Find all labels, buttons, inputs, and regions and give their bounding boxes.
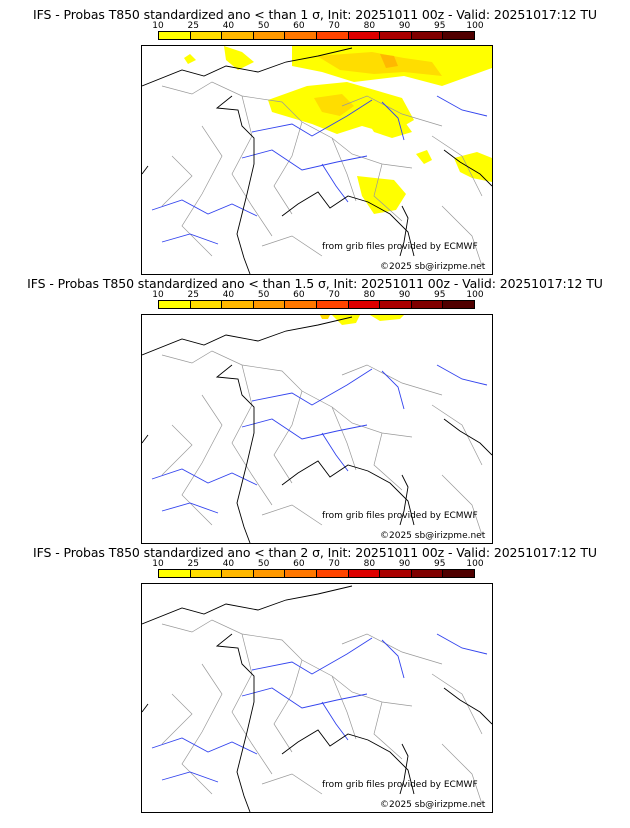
- map-2sigma: from grib files provided by ECMWF ©2025 …: [141, 583, 493, 813]
- colorbar-segment: [443, 570, 474, 577]
- map-credit: from grib files provided by ECMWF: [322, 242, 478, 252]
- colorbar-ticks: 10 25 40 50 60 70 80 90 95 100: [152, 21, 483, 31]
- colorbar-segment: [348, 32, 381, 39]
- colorbar-ticks: 10 25 40 50 60 70 80 90 95 100: [152, 559, 483, 569]
- colorbar-segment: [285, 570, 317, 577]
- colorbar-tick-label: 100: [466, 290, 484, 300]
- colorbar-segment: [285, 301, 317, 308]
- colorbar-tick-label: 25: [187, 559, 199, 569]
- colorbar-tick-label: 70: [328, 290, 340, 300]
- colorbar-segment: [190, 301, 223, 308]
- colorbar-tick-label: 80: [363, 290, 376, 300]
- colorbar-segment: [380, 570, 412, 577]
- panel-title: IFS - Probas T850 standardized ano < tha…: [27, 276, 603, 291]
- map-1-5sigma: from grib files provided by ECMWF ©2025 …: [141, 314, 493, 544]
- colorbar-tick-label: 60: [293, 559, 305, 569]
- colorbar-segment: [443, 301, 474, 308]
- panel-title: IFS - Probas T850 standardized ano < tha…: [33, 7, 597, 22]
- colorbar: [158, 300, 475, 309]
- colorbar-tick-label: 80: [363, 559, 376, 569]
- map-copyright: ©2025 sb@irizpme.net: [380, 262, 486, 272]
- probability-shading: [184, 46, 492, 214]
- colorbar-tick-label: 70: [328, 21, 340, 31]
- colorbar-segment: [159, 301, 191, 308]
- colorbar-segment: [222, 32, 254, 39]
- probability-panel-1-5sigma: IFS - Probas T850 standardized ano < tha…: [0, 276, 630, 552]
- colorbar-tick-label: 80: [363, 21, 376, 31]
- colorbar-tick-label: 90: [398, 559, 411, 569]
- coastline: [142, 585, 492, 812]
- colorbar-tick-label: 90: [398, 290, 411, 300]
- borders: [161, 619, 483, 805]
- colorbar-tick-label: 40: [222, 21, 235, 31]
- colorbar-segment: [222, 301, 254, 308]
- colorbar-ticks: 10 25 40 50 60 70 80 90 95 100: [152, 290, 483, 300]
- colorbar-tick-label: 50: [257, 290, 270, 300]
- colorbar-segment: [316, 32, 349, 39]
- colorbar-tick-label: 25: [187, 21, 199, 31]
- map-copyright: ©2025 sb@irizpme.net: [380, 800, 486, 810]
- colorbar-tick-label: 50: [257, 21, 270, 31]
- rivers: [151, 633, 488, 783]
- colorbar-segment: [190, 570, 223, 577]
- colorbar-tick-label: 50: [257, 559, 270, 569]
- colorbar-segment: [159, 570, 191, 577]
- colorbar-segment: [443, 32, 474, 39]
- colorbar-segment: [411, 301, 444, 308]
- colorbar-tick-label: 100: [466, 21, 484, 31]
- coastline: [142, 316, 492, 543]
- map-1sigma: from grib files provided by ECMWF ©2025 …: [141, 45, 493, 275]
- colorbar-segment: [253, 32, 286, 39]
- colorbar-tick-label: 10: [152, 290, 164, 300]
- colorbar-tick-label: 90: [398, 21, 411, 31]
- colorbar-tick-label: 25: [187, 290, 199, 300]
- map-copyright: ©2025 sb@irizpme.net: [380, 531, 486, 541]
- map-credit: from grib files provided by ECMWF: [322, 511, 478, 521]
- colorbar-tick-label: 10: [152, 21, 164, 31]
- colorbar-segment: [380, 32, 412, 39]
- colorbar-segment: [253, 301, 286, 308]
- probability-panel-2sigma: IFS - Probas T850 standardized ano < tha…: [0, 545, 630, 821]
- colorbar-segment: [159, 32, 191, 39]
- colorbar-tick-label: 60: [293, 21, 305, 31]
- colorbar-segment: [348, 570, 381, 577]
- colorbar-segment: [316, 301, 349, 308]
- colorbar: [158, 31, 475, 40]
- borders: [161, 350, 483, 536]
- colorbar-tick-label: 40: [222, 290, 235, 300]
- colorbar-segment: [316, 570, 349, 577]
- rivers: [151, 364, 488, 514]
- probability-shading: [320, 315, 404, 325]
- probability-panel-1sigma: IFS - Probas T850 standardized ano < tha…: [0, 7, 630, 283]
- colorbar-segment: [190, 32, 223, 39]
- coastline: [142, 47, 492, 274]
- colorbar-tick-label: 40: [222, 559, 235, 569]
- rivers: [151, 95, 488, 245]
- colorbar-segment: [411, 570, 444, 577]
- colorbar-segment: [285, 32, 317, 39]
- colorbar-tick-label: 70: [328, 559, 340, 569]
- panel-title: IFS - Probas T850 standardized ano < tha…: [33, 545, 597, 560]
- colorbar-segment: [253, 570, 286, 577]
- colorbar-tick-label: 95: [434, 559, 446, 569]
- colorbar-segment: [411, 32, 444, 39]
- colorbar-segment: [380, 301, 412, 308]
- colorbar-tick-label: 95: [434, 290, 446, 300]
- colorbar-tick-label: 95: [434, 21, 446, 31]
- colorbar-segment: [348, 301, 381, 308]
- colorbar-tick-label: 60: [293, 290, 305, 300]
- colorbar-tick-label: 10: [152, 559, 164, 569]
- colorbar-segment: [222, 570, 254, 577]
- colorbar: [158, 569, 475, 578]
- map-credit: from grib files provided by ECMWF: [322, 780, 478, 790]
- colorbar-tick-label: 100: [466, 559, 484, 569]
